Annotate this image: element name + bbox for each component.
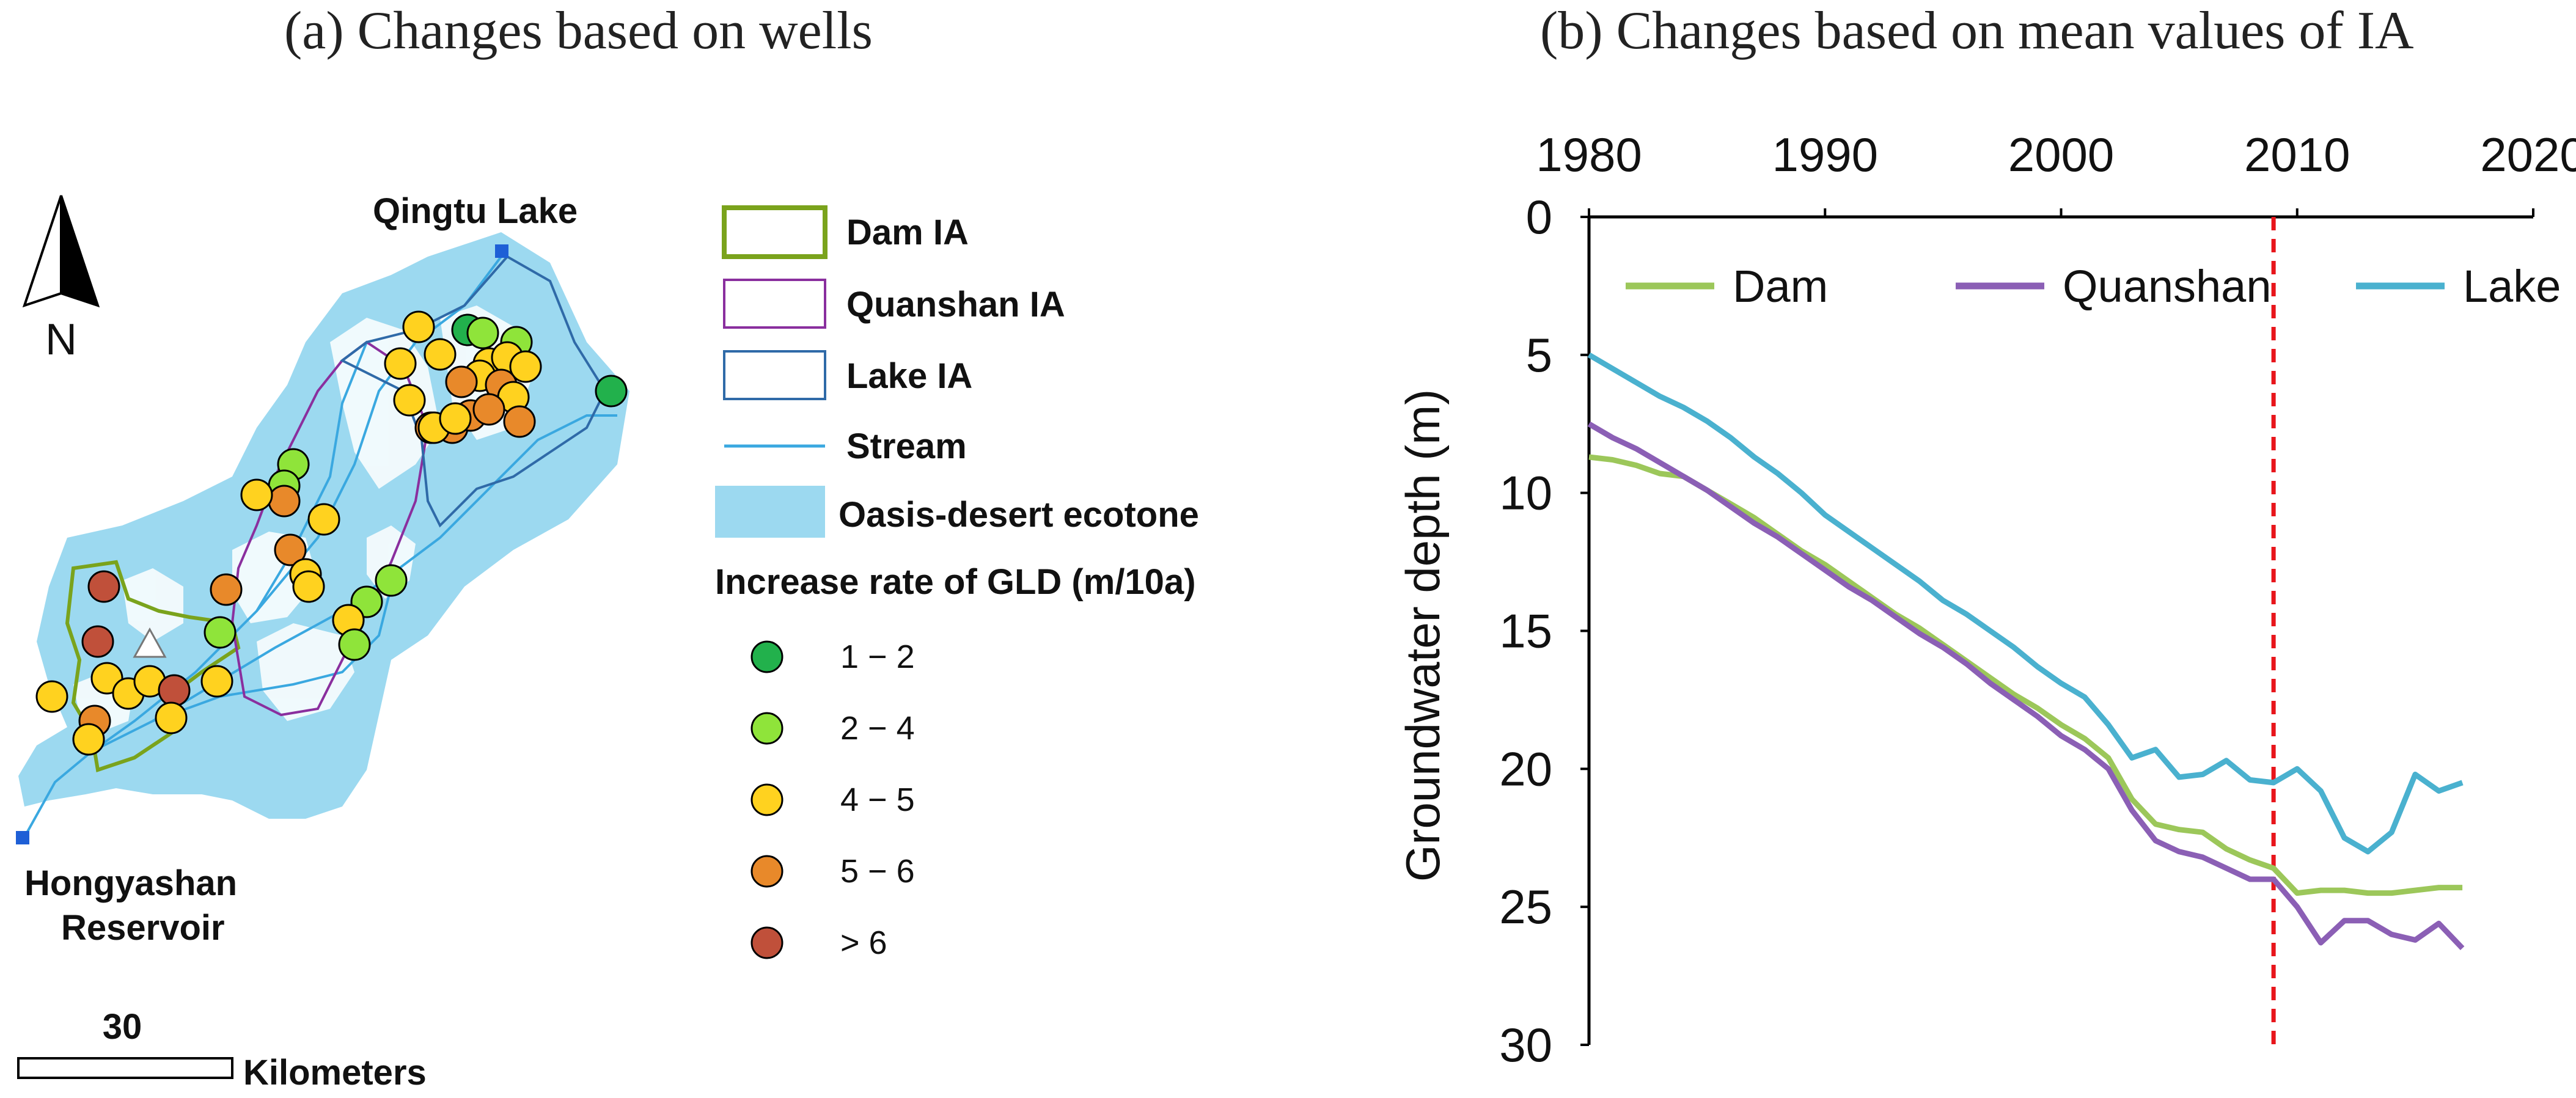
well-marker <box>439 402 472 435</box>
legend-lake-swatch <box>723 350 826 400</box>
well-marker <box>375 564 408 597</box>
well-marker <box>87 570 120 603</box>
legend-rate-title: Increase rate of GLD (m/10a) <box>715 562 1196 602</box>
well-marker <box>210 573 243 606</box>
x-tick-label: 2020 <box>2480 128 2576 181</box>
well-marker <box>445 365 478 398</box>
well-marker <box>338 628 371 661</box>
well-marker <box>200 665 233 698</box>
legend-quanshan-swatch <box>723 279 826 329</box>
well-marker <box>292 570 325 603</box>
north-arrow-icon <box>22 195 100 308</box>
chart-panel: 1980 1990 2000 2010 2020 0 5 10 15 20 25 30 Groundw… <box>1396 128 2576 1072</box>
legend-ecotone-label: Oasis-desert ecotone <box>838 495 1199 535</box>
chart-axes: 1980 1990 2000 2010 2020 0 5 10 15 20 25 30 <box>1499 128 2576 1072</box>
well-marker <box>81 625 114 658</box>
x-tick-label: 1990 <box>1772 128 1878 181</box>
legend-stream-label: Stream <box>846 426 967 466</box>
legend-class-swatch <box>750 783 783 816</box>
y-tick-label: 10 <box>1499 466 1552 520</box>
legend-ecotone-swatch <box>715 486 825 538</box>
legend-class-swatch <box>750 640 783 673</box>
series-line-dam <box>1588 454 2463 896</box>
scale-bar <box>17 1057 233 1079</box>
qingtu-lake-marker <box>495 244 508 258</box>
legend-class-label: 1 − 2 <box>840 639 915 675</box>
scale-unit: Kilometers <box>243 1053 427 1093</box>
well-marker <box>595 375 628 408</box>
chart-series <box>1587 352 2465 951</box>
well-marker <box>402 310 435 343</box>
legend-class-label: 5 − 6 <box>840 853 915 890</box>
panel-b-title: (b) Changes based on mean values of IA <box>1540 1 2414 60</box>
series-line-quanshan <box>1587 421 2465 951</box>
reservoir-label-line1: Hongyashan <box>24 863 237 903</box>
legend-class-label: 2 − 4 <box>840 710 915 747</box>
y-tick-label: 0 <box>1526 190 1552 244</box>
well-marker <box>240 478 273 511</box>
y-tick-label: 25 <box>1499 880 1552 934</box>
x-tick-label: 2010 <box>2244 128 2350 181</box>
reservoir-label-line2: Reservoir <box>61 908 225 948</box>
legend-dam-label: Dam IA <box>846 213 969 252</box>
city-triangle-icon <box>133 627 167 658</box>
well-marker <box>307 503 340 536</box>
well-marker <box>424 338 457 371</box>
y-tick-label: 5 <box>1526 328 1552 382</box>
well-marker <box>393 384 426 417</box>
map-panel: N Qingtu Lake Hongyashan Reservoir 30 Ki… <box>16 191 1199 1093</box>
y-tick-label: 20 <box>1499 742 1552 796</box>
legend-class-label: > 6 <box>840 924 887 961</box>
legend-class-label: 4 − 5 <box>840 781 915 818</box>
well-marker <box>268 485 301 518</box>
legend-label-quanshan: Quanshan <box>2063 261 2272 312</box>
x-tick-label: 1980 <box>1536 128 1642 181</box>
well-marker <box>509 350 542 383</box>
well-markers <box>35 310 628 756</box>
y-tick-label: 15 <box>1499 604 1552 658</box>
well-marker <box>384 347 417 380</box>
well-marker <box>472 393 505 426</box>
qingtu-lake-label: Qingtu Lake <box>373 191 578 231</box>
legend-label-lake: Lake <box>2463 261 2561 312</box>
legend-label-dam: Dam <box>1733 261 1828 312</box>
scale-value: 30 <box>103 1007 142 1047</box>
legend-lake-label: Lake IA <box>846 356 972 396</box>
chart-legend: Dam Quanshan Lake <box>1626 261 2561 312</box>
well-marker <box>35 680 68 713</box>
series-line-lake <box>1587 352 2464 855</box>
legend-dam-swatch <box>722 205 827 259</box>
y-tick-label: 30 <box>1499 1018 1552 1072</box>
panel-a-title: (a) Changes based on wells <box>284 1 873 60</box>
legend-class-swatch <box>750 926 783 959</box>
well-marker <box>274 533 307 566</box>
well-marker <box>158 674 191 707</box>
well-marker <box>72 723 105 756</box>
well-marker <box>155 701 188 734</box>
legend-rate-classes: 1 − 2 2 − 4 4 − 5 5 − 6 > 6 <box>750 639 915 961</box>
legend-quanshan-label: Quanshan IA <box>846 285 1065 324</box>
x-tick-label: 2000 <box>2008 128 2115 181</box>
well-marker <box>503 405 536 438</box>
legend-class-swatch <box>750 712 783 745</box>
legend-class-swatch <box>750 855 783 888</box>
map-legend: Dam IA Quanshan IA Lake IA Stream Oasis-… <box>715 205 1199 961</box>
well-marker <box>466 317 499 350</box>
lake-ia-boundary <box>340 255 607 528</box>
y-axis-label: Groundwater depth (m) <box>1396 389 1450 882</box>
well-marker <box>204 616 237 649</box>
north-label: N <box>45 315 77 364</box>
hongyashan-reservoir-marker <box>16 831 29 844</box>
